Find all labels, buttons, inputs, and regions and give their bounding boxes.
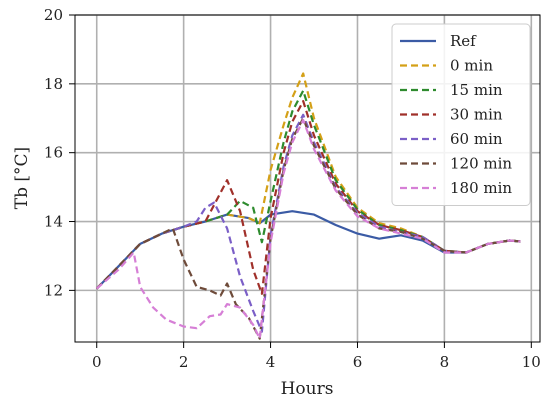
legend-label-4: 60 min [450,130,503,148]
x-tick-label: 0 [92,353,102,371]
legend-label-6: 180 min [450,179,512,197]
y-tick-label: 16 [44,144,63,162]
x-tick-label: 4 [266,353,276,371]
y-tick-label: 12 [44,281,63,299]
x-tick-label: 2 [179,353,189,371]
x-tick-label: 10 [522,353,541,371]
series-line-4 [95,113,521,333]
legend-label-3: 30 min [450,106,503,124]
legend-label-2: 15 min [450,81,503,99]
legend-label-0: Ref [450,32,477,50]
plot-frame [74,14,541,343]
y-tick-label: 18 [44,75,63,93]
y-tick-label: 14 [44,213,63,231]
legend-label-1: 0 min [450,57,493,75]
x-axis-label: Hours [281,379,334,399]
legend: Ref 0 min 15 min 30 min 60 min 120 min 180 min [391,23,531,206]
x-tick-label: 6 [353,353,363,371]
series-line-6 [95,118,521,340]
x-tick-label: 8 [440,353,450,371]
series-lines [95,72,521,340]
y-axis-label: Tb [°C] [12,147,32,209]
legend-label-5: 120 min [450,155,512,173]
y-tick-label: 20 [44,6,63,24]
axis-ticks: 0 2 4 6 8 10 12 14 16 18 20 [44,6,541,371]
legend-box [391,23,531,206]
